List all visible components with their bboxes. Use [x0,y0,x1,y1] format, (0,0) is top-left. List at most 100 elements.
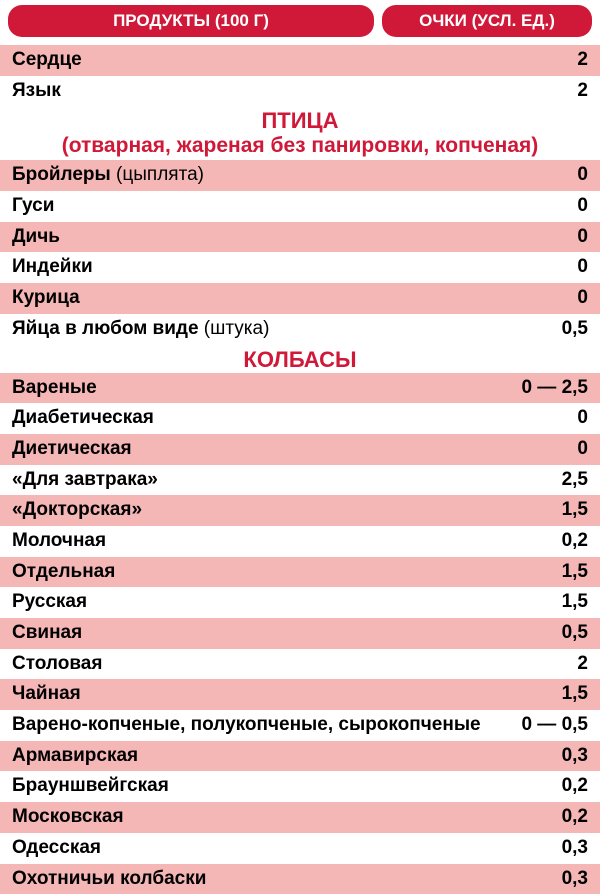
table-row: Охотничьи колбаски 0,3 [0,864,600,894]
table-row: Московская 0,2 [0,802,600,833]
product-name-main: Столовая [12,653,102,674]
product-name-main: «Для завтрака» [12,469,158,490]
product-value: 0 [528,163,588,188]
product-name-main: Дичь [12,226,60,247]
product-name: Вареные [12,376,97,401]
product-name-main: Язык [12,80,61,101]
product-name: «Для завтрака» [12,468,158,493]
product-name-main: Свиная [12,622,82,643]
product-value: 0,3 [528,867,588,892]
product-value: 0 [528,406,588,431]
product-value: 0,3 [528,744,588,769]
product-name: «Докторская» [12,498,142,523]
table-row: «Для завтрака» 2,5 [0,465,600,496]
product-name-sub: (штука) [199,318,270,339]
product-value: 2 [528,48,588,73]
food-table: Сердце2Язык2ПТИЦА(отварная, жареная без … [0,45,600,894]
product-name-main: Армавирская [12,745,138,766]
table-row: Диабетическая 0 [0,403,600,434]
section-title: ПТИЦА [0,106,600,134]
table-row: Сердце 2 [0,45,600,76]
table-row: Диетическая 0 [0,434,600,465]
table-row: «Докторская» 1,5 [0,495,600,526]
table-row: Индейки 0 [0,252,600,283]
product-name: Отдельная [12,560,115,585]
header-points: ОЧКИ (УСЛ. ЕД.) [382,5,592,37]
table-row: Русская 1,5 [0,587,600,618]
product-name-main: Диетическая [12,438,132,459]
table-row: Молочная 0,2 [0,526,600,557]
product-name-main: Отдельная [12,561,115,582]
product-value: 0 [528,255,588,280]
product-name: Яйца в любом виде (штука) [12,317,269,342]
product-name: Язык [12,79,61,104]
product-name: Столовая [12,652,102,677]
product-value: 0,2 [528,529,588,554]
table-row: Столовая 2 [0,649,600,680]
product-name: Сердце [12,48,82,73]
product-name: Брауншвейгская [12,774,169,799]
section-subtitle: (отварная, жареная без панировки, копчен… [0,134,600,160]
table-row: Армавирская 0,3 [0,741,600,772]
table-row: Бройлеры (цыплята) 0 [0,160,600,191]
table-row: Отдельная 1,5 [0,557,600,588]
product-value: 0,5 [528,317,588,342]
table-row: Гуси0 [0,191,600,222]
product-value: 0,5 [528,621,588,646]
table-row: Брауншвейгская 0,2 [0,771,600,802]
product-name: Чайная [12,682,81,707]
product-value: 0,3 [528,836,588,861]
product-value: 0 [528,286,588,311]
table-row: Язык 2 [0,76,600,107]
product-value: 0 [528,437,588,462]
product-name-main: Охотничьи колбаски [12,868,206,889]
product-name-main: Диабетическая [12,407,154,428]
product-name: Свиная [12,621,82,646]
product-name: Курица [12,286,80,311]
product-name: Русская [12,590,87,615]
product-value: 1,5 [528,590,588,615]
header-bar: ПРОДУКТЫ (100 Г) ОЧКИ (УСЛ. ЕД.) [0,0,600,45]
product-name-main: Молочная [12,530,106,551]
product-value: 1,5 [528,560,588,585]
product-name-sub: (цыплята) [111,164,204,185]
product-value: 0,2 [528,774,588,799]
product-name: Дичь [12,225,60,250]
section-title: КОЛБАСЫ [0,345,600,373]
product-name-main: Московская [12,806,124,827]
product-name: Молочная [12,529,106,554]
product-name-main: «Докторская» [12,499,142,520]
table-row: Варено-копченые, полукопченые, сырокопче… [0,710,600,741]
product-name: Индейки [12,255,93,280]
table-row: Дичь0 [0,222,600,253]
product-name-main: Русская [12,591,87,612]
product-name: Гуси [12,194,54,219]
product-name-main: Брауншвейгская [12,775,169,796]
table-row: Вареные 0 — 2,5 [0,373,600,404]
product-name-main: Сердце [12,49,82,70]
product-name-main: Чайная [12,683,81,704]
product-name: Диетическая [12,437,132,462]
table-row: Яйца в любом виде (штука) 0,5 [0,314,600,345]
table-row: Одесская 0,3 [0,833,600,864]
product-name: Бройлеры (цыплята) [12,163,204,188]
product-value: 2 [528,652,588,677]
product-value: 1,5 [528,682,588,707]
product-value: 0,2 [528,805,588,830]
header-products: ПРОДУКТЫ (100 Г) [8,5,374,37]
table-row: Чайная 1,5 [0,679,600,710]
product-name: Одесская [12,836,101,861]
product-value: 0 — 0,5 [521,713,588,738]
product-name: Диабетическая [12,406,154,431]
product-name-main: Курица [12,287,80,308]
product-value: 2,5 [528,468,588,493]
product-value: 1,5 [528,498,588,523]
table-row: Свиная 0,5 [0,618,600,649]
product-name-main: Варено-копченые, полукопченые, сырокопче… [12,714,481,735]
product-name-main: Бройлеры [12,164,111,185]
product-name: Армавирская [12,744,138,769]
product-name-main: Индейки [12,256,93,277]
product-name-main: Одесская [12,837,101,858]
product-value: 0 — 2,5 [521,376,588,401]
product-value: 2 [528,79,588,104]
